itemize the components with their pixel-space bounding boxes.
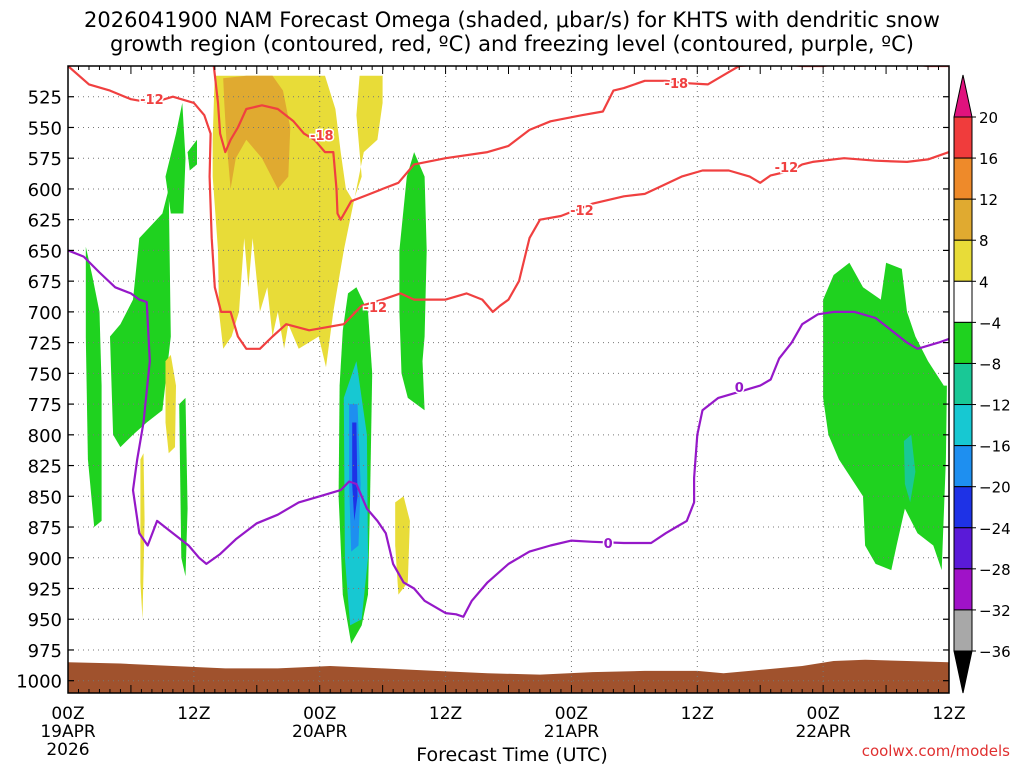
y-tick-label-600: 600 <box>28 180 62 201</box>
freezing-level-isotherm-0 <box>68 249 949 618</box>
chart-title-line-1: 2026041900 NAM Forecast Omega (shaded, μ… <box>84 8 940 32</box>
colorbar-bin--16 <box>953 404 973 447</box>
x-tick-year-0: 2026 <box>46 740 89 760</box>
y-tick-label-900: 900 <box>28 549 62 570</box>
colorbar-label-8: 8 <box>979 232 989 250</box>
dgz-isotherm-minus18 <box>212 66 949 221</box>
contour-label-3: -12 <box>570 204 594 219</box>
colorbar-label-12: 12 <box>979 191 998 209</box>
omega-shading-layer <box>85 75 947 644</box>
colorbar-label--4: −4 <box>979 314 1001 332</box>
x-axis-title: Forecast Time (UTC) <box>416 744 608 766</box>
contour-label-7: 0 <box>604 537 613 552</box>
sinking-motion-core-moderate <box>223 75 291 189</box>
y-tick-label-925: 925 <box>28 580 62 601</box>
colorbar-label-4: 4 <box>979 273 989 291</box>
colorbar-bin--4 <box>953 280 973 323</box>
contour-layer <box>68 66 949 618</box>
x-tick-label-24: 00Z <box>303 704 336 724</box>
colorbar: 20 16 12 8 4 −4 −8 −12 −16 −20 −24 −28 −32 −36 <box>953 74 1011 694</box>
contour-label-4: -18 <box>665 77 689 92</box>
colorbar-label--8: −8 <box>979 355 1001 373</box>
contour-label-6: 0 <box>735 381 744 396</box>
y-tick-label-775: 775 <box>28 395 62 416</box>
x-tick-date-72: 22APR <box>795 722 851 742</box>
x-tick-label-72: 00Z <box>807 704 840 724</box>
y-tick-label-975: 975 <box>28 641 62 662</box>
y-tick-label-650: 650 <box>28 241 62 262</box>
x-tick-label-36: 12Z <box>429 704 462 724</box>
contour-label-0: -12 <box>140 93 164 108</box>
y-tick-label-725: 725 <box>28 334 62 355</box>
y-tick-label-1000: 1000 <box>16 672 62 693</box>
dgz-isotherm-minus12-west <box>68 66 949 350</box>
y-tick-label-950: 950 <box>28 610 62 631</box>
sinking-motion-blob-hour32 <box>395 496 410 595</box>
upward-motion-band-hour74 <box>823 262 947 571</box>
contour-label-1: -18 <box>310 129 334 144</box>
colorbar-bin--12 <box>953 362 973 406</box>
colorbar-label--16: −16 <box>979 438 1011 456</box>
grid-layer <box>67 66 950 693</box>
plot-background <box>68 66 949 693</box>
colorbar-bin--28 <box>953 527 973 570</box>
y-tick-label-625: 625 <box>28 211 62 232</box>
chart-title-line-2: growth region (contoured, red, ºC) and f… <box>110 32 914 56</box>
x-tick-date-24: 20APR <box>292 722 348 742</box>
colorbar-bin--32 <box>953 568 973 611</box>
upward-motion-sliver-hour11 <box>187 139 197 171</box>
contour-label-2: -12 <box>364 301 388 316</box>
colorbar-bin-4 <box>953 239 973 282</box>
colorbar-label--36: −36 <box>979 643 1011 661</box>
y-tick-label-850: 850 <box>28 487 62 508</box>
upward-motion-streak-hour10 <box>165 102 186 214</box>
x-tick-date-0: 19APR <box>40 722 96 742</box>
y-tick-label-525: 525 <box>28 88 62 109</box>
upward-motion-band-hour7 <box>85 246 102 527</box>
colorbar-label--28: −28 <box>979 561 1011 579</box>
colorbar-bin-16 <box>953 116 973 159</box>
x-tick-label-0: 00Z <box>51 704 84 724</box>
colorbar-bin-top <box>953 74 973 118</box>
y-tick-label-675: 675 <box>28 272 62 293</box>
x-tick-label-60: 12Z <box>681 704 714 724</box>
x-tick-label-84: 12Z <box>932 704 965 724</box>
upward-motion-band-hour9 <box>110 188 171 448</box>
colorbar-bin--20 <box>953 445 973 488</box>
colorbar-label--32: −32 <box>979 602 1011 620</box>
colorbar-bin-12 <box>953 157 973 200</box>
y-tick-label-700: 700 <box>28 303 62 324</box>
colorbar-label-16: 16 <box>979 150 998 168</box>
contour-label-layer: -12 -18 -12 -12 -18 -12 0 0 <box>139 76 800 554</box>
x-tick-date-48: 21APR <box>544 722 600 742</box>
sinking-motion-spike-hour10 <box>165 354 176 454</box>
terrain-layer <box>68 659 949 693</box>
y-tick-label-550: 550 <box>28 118 62 139</box>
y-tick-label-575: 575 <box>28 149 62 170</box>
y-tick-label-800: 800 <box>28 426 62 447</box>
source-credit[interactable]: coolwx.com/models <box>861 742 1010 760</box>
ground-surface <box>68 659 949 693</box>
colorbar-label--12: −12 <box>979 397 1011 415</box>
upward-motion-core-hour80 <box>903 434 916 503</box>
x-tick-label-48: 00Z <box>555 704 588 724</box>
y-axis: 525 550 575 600 625 650 675 700 725 750 775 800 825 8… <box>16 66 950 693</box>
colorbar-label-20: 20 <box>979 109 998 127</box>
colorbar-bin-8 <box>953 198 973 241</box>
y-tick-label-875: 875 <box>28 518 62 539</box>
contour-label-5: -12 <box>775 161 799 176</box>
y-tick-label-825: 825 <box>28 457 62 478</box>
colorbar-bin-bottom <box>953 650 973 694</box>
x-tick-label-12: 12Z <box>177 704 210 724</box>
colorbar-label--20: −20 <box>979 479 1011 497</box>
colorbar-bin--8 <box>953 321 973 364</box>
y-tick-label-750: 750 <box>28 364 62 385</box>
colorbar-label--24: −24 <box>979 520 1011 538</box>
upward-motion-streak-hour11-low <box>179 397 188 577</box>
colorbar-bin--36 <box>953 609 973 652</box>
colorbar-bin--24 <box>953 486 973 529</box>
